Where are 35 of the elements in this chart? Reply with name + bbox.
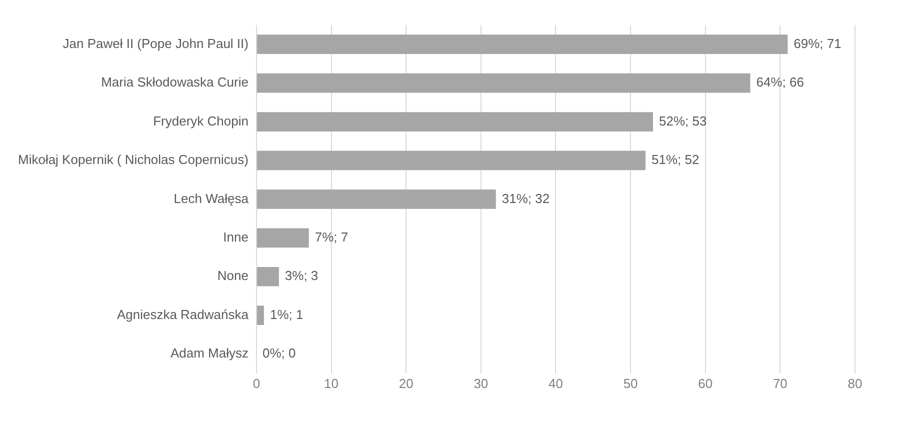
x-tick-label: 30 (474, 376, 488, 391)
data-label: 64%; 66 (756, 74, 804, 90)
data-label: 0%; 0 (262, 346, 296, 361)
bar (256, 306, 264, 326)
y-tick-label: Fryderyk Chopin (153, 113, 248, 128)
y-tick-label: None (217, 268, 248, 284)
bar (256, 112, 653, 132)
data-label: 51%; 52 (652, 152, 700, 168)
bar (256, 34, 788, 54)
y-tick-label: Jan Paweł II (Pope John Paul II) (62, 36, 248, 51)
y-tick-label: Adam Małysz (170, 346, 248, 361)
y-tick-label: Agnieszka Radwańska (116, 306, 250, 322)
bar (256, 266, 279, 286)
data-label: 7%; 7 (314, 229, 348, 244)
bar (256, 73, 750, 93)
data-label: 3%; 3 (284, 268, 318, 284)
bar (256, 190, 496, 209)
y-tick-label: Inne (223, 229, 248, 244)
y-tick-label: Lech Wałęsa (174, 190, 250, 206)
x-tick-label: 20 (398, 376, 414, 391)
data-label: 69%; 71 (794, 36, 842, 51)
data-label: 31%; 32 (502, 190, 550, 206)
data-label: 1%; 1 (270, 306, 304, 322)
x-tick-label: 60 (698, 376, 713, 391)
bar (256, 150, 646, 170)
data-label: 52%; 53 (659, 113, 707, 128)
bar (256, 228, 309, 248)
y-tick-label: Maria Skłodowaska Curie (101, 74, 248, 90)
y-tick-label: Mikołaj Kopernik ( Nicholas Copernicus) (18, 152, 248, 168)
x-tick-label: 0 (252, 376, 260, 391)
x-tick-label: 80 (848, 376, 862, 391)
x-tick-label: 70 (772, 376, 788, 391)
x-tick-label: 10 (324, 376, 339, 391)
x-tick-label: 50 (623, 376, 638, 391)
x-tick-label: 40 (548, 376, 563, 391)
